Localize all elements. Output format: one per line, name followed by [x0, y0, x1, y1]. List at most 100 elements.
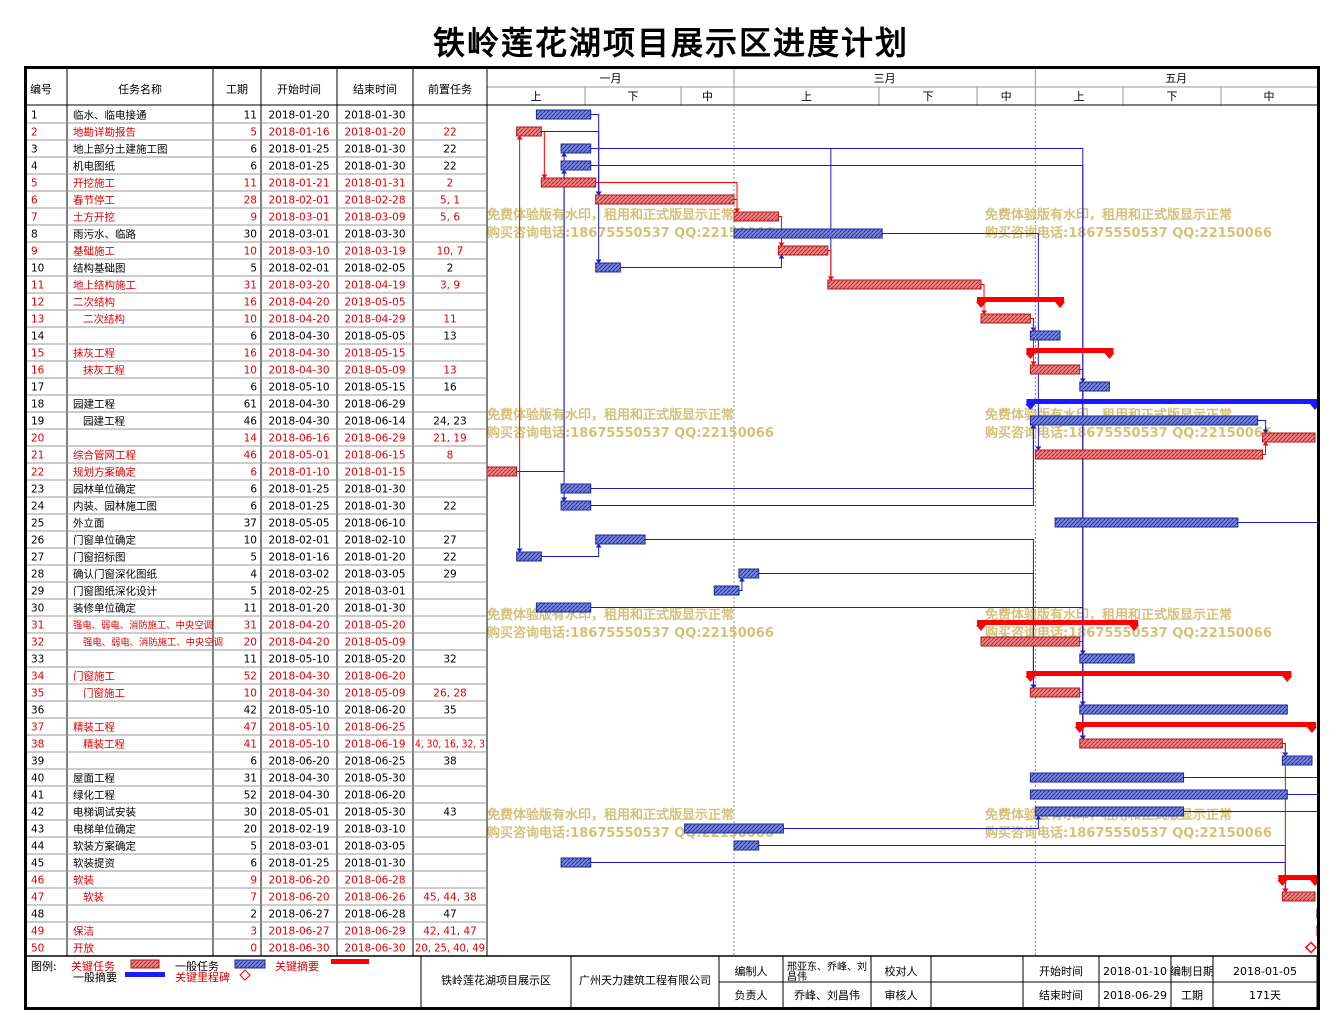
cell-predecessors: 22	[443, 501, 456, 513]
dependency-link	[1183, 811, 1317, 812]
cell-duration: 41	[244, 739, 257, 751]
cell-id: 26	[31, 535, 45, 547]
dependency-arrow	[595, 543, 602, 548]
period-label: 下	[628, 90, 639, 103]
cell-start: 2018-05-05	[268, 518, 329, 530]
dependency-arrow	[778, 254, 785, 259]
task-bar	[560, 160, 592, 171]
cell-start: 2018-01-16	[268, 127, 329, 139]
cell-end: 2018-04-19	[344, 280, 405, 292]
cell-id: 3	[31, 144, 38, 156]
footer-start: 2018-01-10	[1103, 965, 1167, 978]
summary-cap	[1055, 302, 1066, 308]
cell-predecessors: 2	[447, 263, 454, 275]
cell-duration: 6	[250, 858, 257, 870]
cell-duration: 5	[250, 586, 257, 598]
cell-start: 2018-02-01	[268, 263, 329, 275]
cell-start: 2018-04-20	[268, 637, 329, 649]
gantt-chart: 编号 任务名称 工期 开始时间 结束时间 前置任务一月 三月 五月上下中上下中上下中1 临水、临…	[27, 69, 1317, 1007]
cell-id: 8	[31, 229, 38, 241]
cell-start: 2018-03-01	[268, 229, 329, 241]
milestone-marker	[1304, 941, 1317, 954]
cell-name: 二次结构	[73, 296, 115, 309]
cell-name: 春节停工	[73, 194, 115, 207]
cell-duration: 10	[244, 688, 257, 700]
cell-id: 43	[31, 824, 44, 836]
cell-predecessors: 26, 28	[433, 688, 466, 700]
cell-id: 47	[31, 892, 44, 904]
watermark-text: 免费体验版有水印，租用和正式版显示正常	[487, 407, 734, 423]
cell-start: 2018-01-21	[268, 178, 329, 190]
cell-start: 2018-05-10	[268, 705, 329, 717]
cell-duration: 46	[244, 416, 258, 428]
cell-id: 37	[31, 722, 44, 734]
dependency-link	[1262, 442, 1267, 455]
cell-start: 2018-01-25	[268, 858, 329, 870]
cell-name: 电梯单位确定	[73, 823, 136, 836]
task-bar	[535, 109, 592, 120]
cell-end: 2018-02-28	[344, 195, 405, 207]
task-bar	[1029, 772, 1185, 783]
cell-predecessors: 47	[443, 909, 456, 921]
dependency-arrow	[738, 577, 745, 582]
cell-id: 12	[31, 297, 44, 309]
task-bar	[980, 636, 1081, 647]
cell-duration: 31	[244, 280, 257, 292]
cell-end: 2018-05-20	[344, 620, 405, 632]
cell-predecessors: 27	[443, 535, 456, 547]
cell-id: 11	[31, 280, 44, 292]
cell-start: 2018-05-10	[268, 382, 329, 394]
dependency-arrow	[1262, 441, 1269, 446]
cell-id: 34	[31, 671, 45, 683]
footer-end: 2018-06-29	[1103, 989, 1167, 1002]
cell-duration: 11	[244, 178, 257, 190]
cell-name: 园林单位确定	[73, 483, 136, 496]
period-label: 上	[801, 90, 812, 103]
period-label: 下	[923, 90, 934, 103]
cell-end: 2018-01-30	[344, 858, 405, 870]
cell-end: 2018-06-25	[344, 756, 405, 768]
cell-end: 2018-01-30	[344, 603, 405, 615]
cell-id: 7	[31, 212, 38, 224]
cell-name: 屋面工程	[73, 773, 115, 785]
cell-duration: 52	[244, 790, 257, 802]
cell-end: 2018-03-10	[344, 824, 405, 836]
summary-cap	[1104, 353, 1115, 359]
cell-name: 园建工程	[73, 398, 115, 411]
cell-duration: 31	[244, 620, 257, 632]
cell-start: 2018-05-10	[268, 654, 329, 666]
dependency-link	[783, 816, 1039, 829]
legend-label: 图例:	[31, 959, 57, 973]
task-bar	[733, 840, 760, 851]
dependency-arrow	[1030, 424, 1037, 429]
cell-start: 2018-03-10	[268, 246, 329, 258]
task-bar	[1029, 364, 1081, 375]
cell-end: 2018-05-15	[344, 382, 405, 394]
cell-start: 2018-04-30	[268, 365, 329, 377]
cell-name: 内装、园林施工图	[73, 500, 157, 513]
cell-start: 2018-01-20	[268, 110, 329, 122]
cell-start: 2018-01-25	[268, 501, 329, 513]
task-bar	[535, 602, 592, 613]
cell-duration: 30	[244, 807, 257, 819]
cell-end: 2018-06-15	[344, 450, 405, 462]
summary-cap	[1310, 404, 1317, 410]
cell-end: 2018-01-30	[344, 110, 405, 122]
dependency-link	[590, 165, 1084, 739]
cell-id: 45	[31, 858, 44, 870]
cell-id: 30	[31, 603, 44, 615]
cell-id: 41	[31, 790, 44, 802]
footer-reviewer-label: 审核人	[885, 988, 918, 1002]
cell-duration: 5	[250, 127, 257, 139]
cell-name: 开挖施工	[73, 177, 115, 190]
dependency-link	[590, 148, 1084, 739]
cell-predecessors: 10, 7	[437, 246, 464, 258]
cell-start: 2018-03-02	[268, 569, 329, 581]
cell-name: 雨污水、临路	[73, 228, 136, 241]
dependency-link	[758, 845, 1286, 892]
cell-end: 2018-06-25	[344, 722, 405, 734]
cell-name: 二次结构	[83, 313, 125, 326]
cell-end: 2018-01-30	[344, 161, 405, 173]
cell-end: 2018-03-05	[344, 841, 405, 853]
dependency-link	[590, 425, 1034, 489]
